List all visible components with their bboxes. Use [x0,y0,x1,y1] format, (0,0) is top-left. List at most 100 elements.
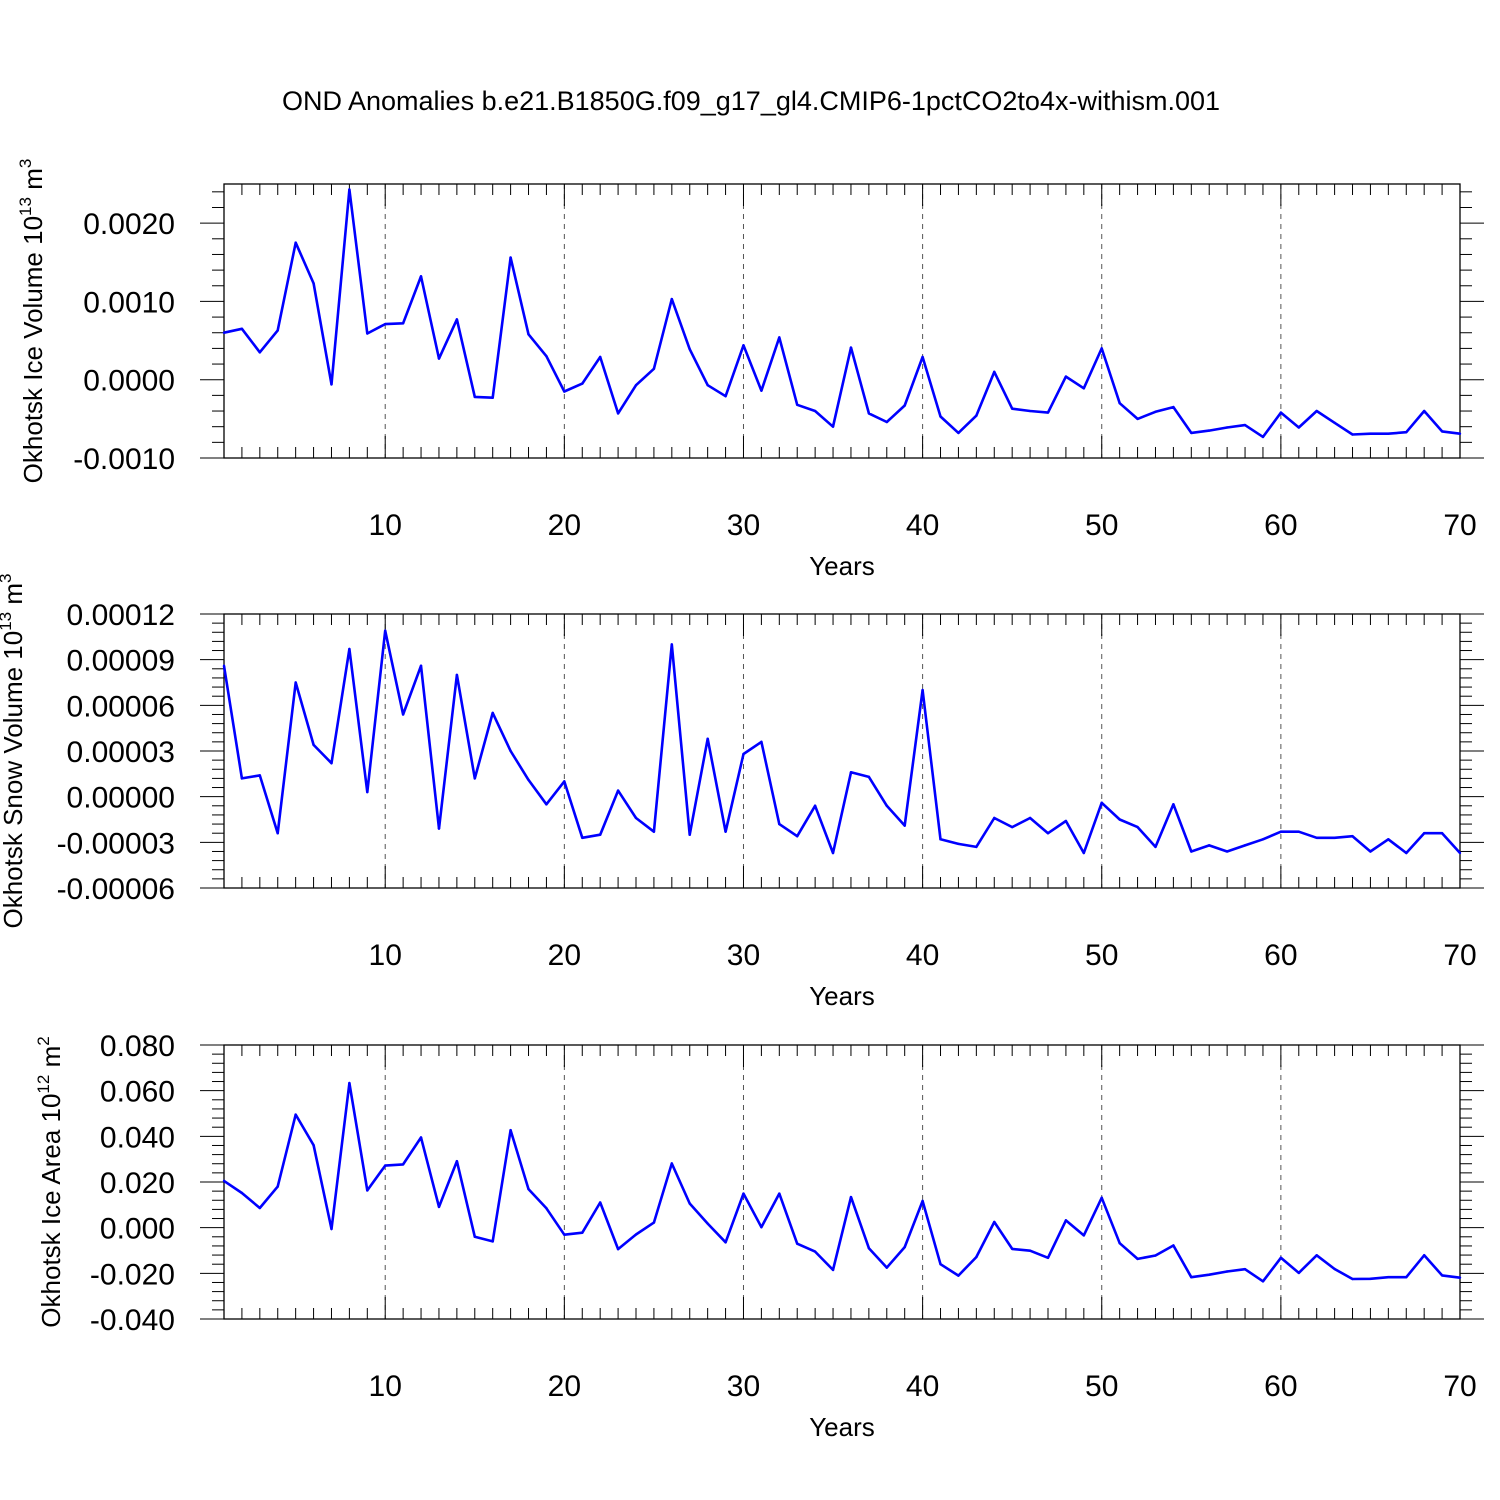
data-point [1422,832,1426,835]
data-point [993,370,996,374]
data-point [1136,825,1139,829]
data-point [384,322,387,326]
data-point [849,1195,853,1199]
data-point [276,1185,279,1188]
data-point [724,394,727,398]
data-point [1136,417,1139,421]
x-axis-label: Years [809,981,875,1011]
y-tick-label: 0.00003 [67,736,175,769]
x-tick-label: 20 [548,939,581,972]
series-line [223,188,1461,439]
data-point [813,409,817,413]
data-point [330,383,333,386]
y-tick-label: 0.0020 [83,208,175,241]
data-point [1064,1219,1068,1222]
data-point [975,414,978,417]
data-point [1154,410,1157,414]
y-axis-label-superscript: 3 [0,574,15,583]
data-point [1100,1196,1103,1199]
data-point [957,431,960,435]
y-tick-label: 0.060 [100,1076,175,1109]
data-point [366,1189,369,1192]
data-point [849,346,853,349]
data-point [921,688,924,692]
data-point [1225,1270,1229,1273]
y-tick-label: 0.0000 [83,365,175,398]
data-point [1028,816,1032,820]
data-point [384,1164,387,1167]
data-point [1046,832,1050,835]
data-point [778,1192,781,1195]
data-point [885,1266,888,1269]
data-point [312,282,315,285]
data-point [796,1242,799,1245]
data-point [527,778,530,782]
data-point [742,752,745,756]
data-point [1154,1254,1157,1257]
data-point [581,382,584,385]
data-point [1243,1268,1247,1271]
data-point [545,1207,548,1210]
x-tick-label: 30 [727,939,760,972]
data-point [939,838,942,841]
data-point [760,740,763,744]
plot-frame [223,613,1461,889]
data-point [1279,411,1283,414]
data-point [867,412,871,415]
data-point [222,664,226,667]
data-point [1297,426,1300,429]
data-point [1333,421,1336,424]
data-point [993,1220,996,1224]
data-point [419,664,423,667]
data-point [258,1206,262,1210]
x-tick-label: 60 [1264,509,1297,542]
data-point [1064,819,1068,823]
data-point [455,318,459,321]
data-point [1190,1276,1193,1279]
y-tick-label: 0.00000 [67,782,175,815]
data-point [258,774,262,777]
y-tick-label: 0.000 [100,1213,175,1246]
data-point [1261,435,1265,439]
series-line [223,1081,1461,1283]
data-point [1225,850,1229,853]
panel-3: -0.040 -0.020 0.000 0.020 0.040 0.060 0.080 10 2… [34,1030,1484,1442]
data-point [1422,1254,1426,1257]
data-point [527,1187,530,1191]
data-point [706,383,709,387]
data-point [437,827,441,830]
data-point [1387,432,1390,435]
data-point [473,395,476,399]
data-point [616,789,620,792]
data-point [706,737,709,741]
data-point [1405,1276,1408,1279]
data-point [724,1241,727,1244]
data-point [813,1250,817,1253]
x-tick-label: 20 [548,509,581,542]
data-point [1046,411,1050,414]
data-point [419,275,423,278]
data-point [1440,430,1444,433]
data-point [348,188,351,191]
data-point [1369,432,1372,435]
data-point [921,1199,924,1203]
data-point [831,425,835,428]
data-point [1208,844,1211,847]
data-point [1082,851,1086,855]
data-point [1315,1254,1318,1257]
data-point [222,1179,226,1183]
data-point [1387,1276,1390,1279]
data-point [366,332,369,335]
data-point [831,1268,835,1272]
x-tick-label: 40 [906,939,939,972]
data-point [1243,844,1247,847]
y-tick-label: -0.00003 [57,827,175,860]
data-point [760,1226,763,1229]
y-axis-label-superscript: 13 [16,197,35,216]
data-point [455,1160,459,1163]
x-tick-label: 60 [1264,939,1297,972]
data-point [813,804,817,807]
data-point [1082,1234,1086,1237]
data-point [222,331,226,334]
data-point [652,830,656,833]
